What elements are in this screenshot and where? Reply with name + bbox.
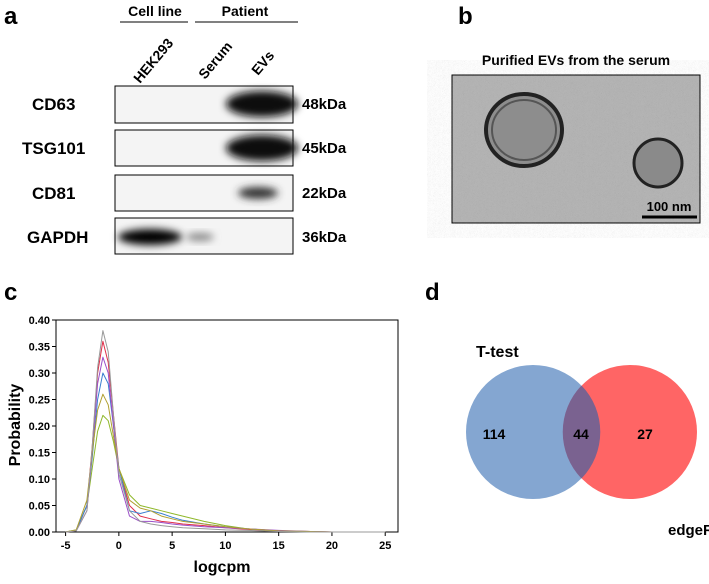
protein-label: GAPDH	[27, 228, 88, 247]
protein-label: CD63	[32, 95, 75, 114]
y-axis-title: Probability	[7, 384, 24, 467]
y-tick-label: 0.30	[29, 368, 50, 380]
protein-label: TSG101	[22, 139, 85, 158]
venn-set	[563, 365, 697, 499]
size-label: 36kDa	[302, 229, 347, 246]
y-tick-label: 0.10	[29, 474, 50, 486]
plot-frame	[55, 319, 399, 533]
density-line	[65, 372, 386, 533]
y-tick-label: 0.35	[29, 342, 50, 354]
density-chart: Probability logcpm 0.00 0.05 0.10 0.15 0.20 0…	[7, 315, 399, 576]
set-label: edgeR	[668, 522, 709, 539]
scale-label: 100 nm	[647, 199, 692, 214]
lane-label: EVs	[248, 47, 277, 78]
set-label: T-test	[476, 344, 519, 361]
size-label: 48kDa	[302, 96, 347, 113]
size-label: 22kDa	[302, 185, 347, 202]
venn: T-test edgeR 114 44 27	[466, 344, 709, 539]
density-line	[65, 393, 386, 533]
band	[186, 233, 214, 241]
x-tick-label: 5	[169, 540, 175, 552]
panel-label: d	[425, 279, 440, 306]
vesicle	[491, 99, 557, 161]
em-image: Purified EVs from the serum 100 nm	[451, 52, 701, 224]
size-label: 45kDa	[302, 140, 347, 157]
protein-label: CD81	[32, 184, 75, 203]
y-tick-label: 0.05	[29, 501, 50, 513]
x-tick-label: 25	[379, 540, 391, 552]
x-tick-label: 0	[116, 540, 122, 552]
x-tick-label: -5	[61, 540, 71, 552]
x-tick-label: 10	[219, 540, 231, 552]
x-axis-title: logcpm	[194, 559, 251, 576]
y-tick-label: 0.25	[29, 395, 50, 407]
count: 44	[573, 426, 589, 442]
em-title: Purified EVs from the serum	[482, 52, 670, 68]
venn-overlap	[562, 385, 601, 479]
venn-set	[466, 365, 600, 499]
y-tick-label: 0.20	[29, 421, 50, 433]
panel-label: c	[4, 279, 17, 306]
count: 27	[637, 426, 653, 442]
lane-label: HEK293	[130, 35, 176, 86]
vesicle	[484, 92, 564, 168]
band	[118, 229, 182, 245]
group-label: Patient	[222, 3, 269, 19]
y-tick-label: 0.40	[29, 315, 50, 327]
panel-label: a	[4, 3, 18, 30]
x-tick-label: 20	[326, 540, 338, 552]
band	[226, 135, 298, 161]
count: 114	[483, 426, 506, 442]
y-tick-label: 0.00	[29, 527, 50, 539]
x-tick-label: 15	[273, 540, 285, 552]
group-label: Cell line	[128, 3, 182, 19]
western-blot: Cell line Patient HEK293 Serum EVs CD63 …	[22, 3, 347, 255]
density-line	[65, 330, 386, 533]
band	[226, 91, 298, 117]
lane-label: Serum	[195, 38, 235, 82]
panel-label: b	[458, 3, 473, 30]
band	[238, 187, 278, 199]
vesicle	[632, 137, 684, 189]
density-line	[65, 414, 386, 533]
y-tick-label: 0.15	[29, 448, 50, 460]
